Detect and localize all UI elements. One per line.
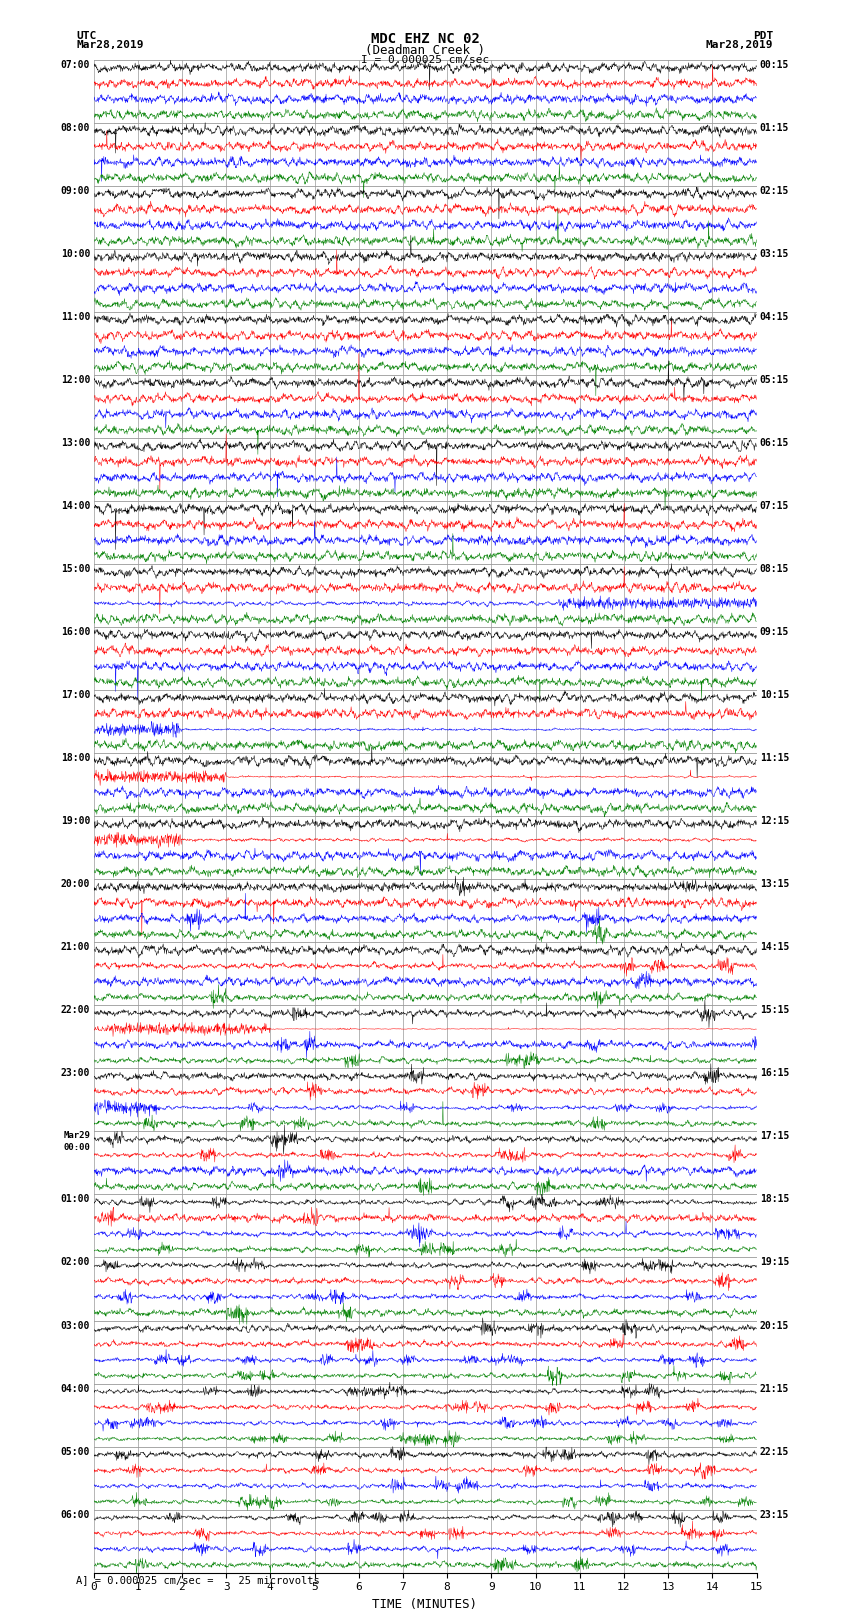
Text: 20:15: 20:15 <box>760 1321 789 1331</box>
Text: 22:00: 22:00 <box>61 1005 90 1015</box>
Text: 19:15: 19:15 <box>760 1258 789 1268</box>
Text: PDT: PDT <box>753 31 774 40</box>
Text: 13:00: 13:00 <box>61 437 90 448</box>
Text: 08:00: 08:00 <box>61 123 90 132</box>
Text: 08:15: 08:15 <box>760 565 789 574</box>
Text: 10:15: 10:15 <box>760 690 789 700</box>
Text: (Deadman Creek ): (Deadman Creek ) <box>365 44 485 56</box>
Text: 05:15: 05:15 <box>760 374 789 386</box>
Text: 18:00: 18:00 <box>61 753 90 763</box>
Text: 21:00: 21:00 <box>61 942 90 952</box>
Text: 11:15: 11:15 <box>760 753 789 763</box>
Text: 10:00: 10:00 <box>61 248 90 258</box>
Text: 09:00: 09:00 <box>61 185 90 195</box>
Text: 17:15: 17:15 <box>760 1131 789 1142</box>
Text: 19:00: 19:00 <box>61 816 90 826</box>
Text: 12:00: 12:00 <box>61 374 90 386</box>
Text: 18:15: 18:15 <box>760 1194 789 1205</box>
Text: 22:15: 22:15 <box>760 1447 789 1457</box>
Text: 04:00: 04:00 <box>61 1384 90 1394</box>
Text: 01:00: 01:00 <box>61 1194 90 1205</box>
Text: 04:15: 04:15 <box>760 311 789 323</box>
Text: 07:15: 07:15 <box>760 502 789 511</box>
Text: 13:15: 13:15 <box>760 879 789 889</box>
Text: 09:15: 09:15 <box>760 627 789 637</box>
Text: 20:00: 20:00 <box>61 879 90 889</box>
Text: MDC EHZ NC 02: MDC EHZ NC 02 <box>371 32 479 47</box>
Text: 00:15: 00:15 <box>760 60 789 69</box>
Text: 06:15: 06:15 <box>760 437 789 448</box>
Text: Mar28,2019: Mar28,2019 <box>76 40 144 50</box>
Text: 11:00: 11:00 <box>61 311 90 323</box>
Text: 16:15: 16:15 <box>760 1068 789 1079</box>
Text: I = 0.000025 cm/sec: I = 0.000025 cm/sec <box>361 55 489 65</box>
Text: Mar29: Mar29 <box>63 1131 90 1140</box>
Text: 15:15: 15:15 <box>760 1005 789 1015</box>
Text: Mar28,2019: Mar28,2019 <box>706 40 774 50</box>
Text: 16:00: 16:00 <box>61 627 90 637</box>
Text: 02:15: 02:15 <box>760 185 789 195</box>
Text: 14:00: 14:00 <box>61 502 90 511</box>
Text: 03:00: 03:00 <box>61 1321 90 1331</box>
Text: 17:00: 17:00 <box>61 690 90 700</box>
Text: A] = 0.000025 cm/sec =    25 microvolts: A] = 0.000025 cm/sec = 25 microvolts <box>76 1576 320 1586</box>
Text: 03:15: 03:15 <box>760 248 789 258</box>
X-axis label: TIME (MINUTES): TIME (MINUTES) <box>372 1598 478 1611</box>
Text: 12:15: 12:15 <box>760 816 789 826</box>
Text: 14:15: 14:15 <box>760 942 789 952</box>
Text: 05:00: 05:00 <box>61 1447 90 1457</box>
Text: 23:15: 23:15 <box>760 1510 789 1519</box>
Text: 07:00: 07:00 <box>61 60 90 69</box>
Text: 15:00: 15:00 <box>61 565 90 574</box>
Text: 23:00: 23:00 <box>61 1068 90 1079</box>
Text: 02:00: 02:00 <box>61 1258 90 1268</box>
Text: 01:15: 01:15 <box>760 123 789 132</box>
Text: UTC: UTC <box>76 31 97 40</box>
Text: 21:15: 21:15 <box>760 1384 789 1394</box>
Text: 00:00: 00:00 <box>63 1144 90 1153</box>
Text: 06:00: 06:00 <box>61 1510 90 1519</box>
